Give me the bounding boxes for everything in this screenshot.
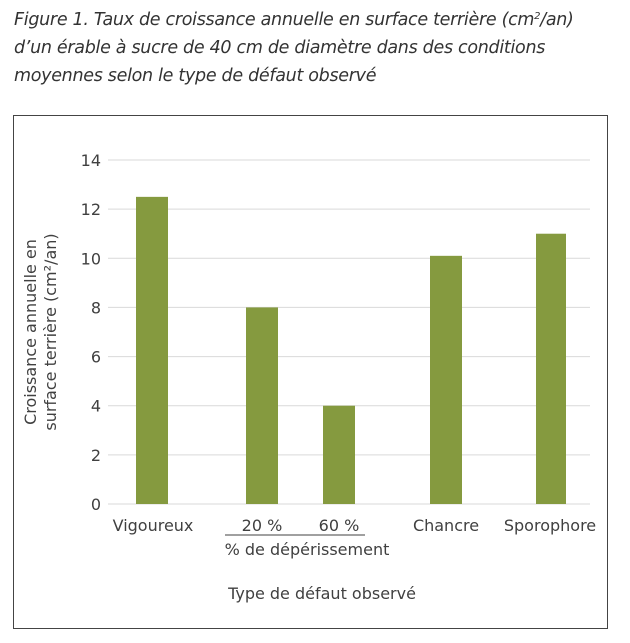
x-tick-label: Sporophore	[504, 516, 596, 535]
bar-0	[136, 196, 168, 504]
bar-4	[536, 233, 566, 504]
chart-frame	[13, 115, 608, 629]
y-tick-labels: 0 2 4 6 8 10 12 14	[81, 151, 101, 514]
y-tick-label: 4	[91, 397, 101, 416]
y-tick-label: 8	[91, 298, 101, 317]
y-tick-label: 10	[81, 249, 101, 268]
y-tick-label: 14	[81, 151, 101, 170]
y-tick-label: 6	[91, 348, 101, 367]
bar-1	[246, 307, 278, 504]
y-tick-label: 12	[81, 200, 101, 219]
x-tick-labels: Vigoureux 20 % 60 % Chancre Sporophore	[113, 516, 597, 535]
group-label: % de dépérissement	[225, 540, 390, 559]
x-tick-label: 60 %	[319, 516, 360, 535]
bar-2	[323, 405, 355, 504]
y-axis-title-line-1: Croissance annuelle en	[21, 239, 40, 425]
y-tick-label: 0	[91, 495, 101, 514]
x-tick-label: 20 %	[242, 516, 283, 535]
x-axis-title: Type de défaut observé	[227, 584, 416, 603]
x-tick-label: Vigoureux	[113, 516, 194, 535]
y-axis-title: Croissance annuelle en surface terrière …	[21, 233, 60, 430]
title-line-1: Figure 1. Taux de croissance annuelle en…	[14, 10, 574, 30]
x-tick-label: Chancre	[413, 516, 479, 535]
title-line-3: moyennes selon le type de défaut observé	[14, 66, 377, 86]
bars	[136, 196, 566, 504]
bar-3	[430, 255, 462, 504]
y-axis-title-line-2: surface terrière (cm²/an)	[41, 233, 60, 430]
title-line-2: d’un érable à sucre de 40 cm de diamètre…	[14, 38, 546, 58]
y-tick-label: 2	[91, 446, 101, 465]
figure-title: Figure 1. Taux de croissance annuelle en…	[14, 6, 574, 90]
